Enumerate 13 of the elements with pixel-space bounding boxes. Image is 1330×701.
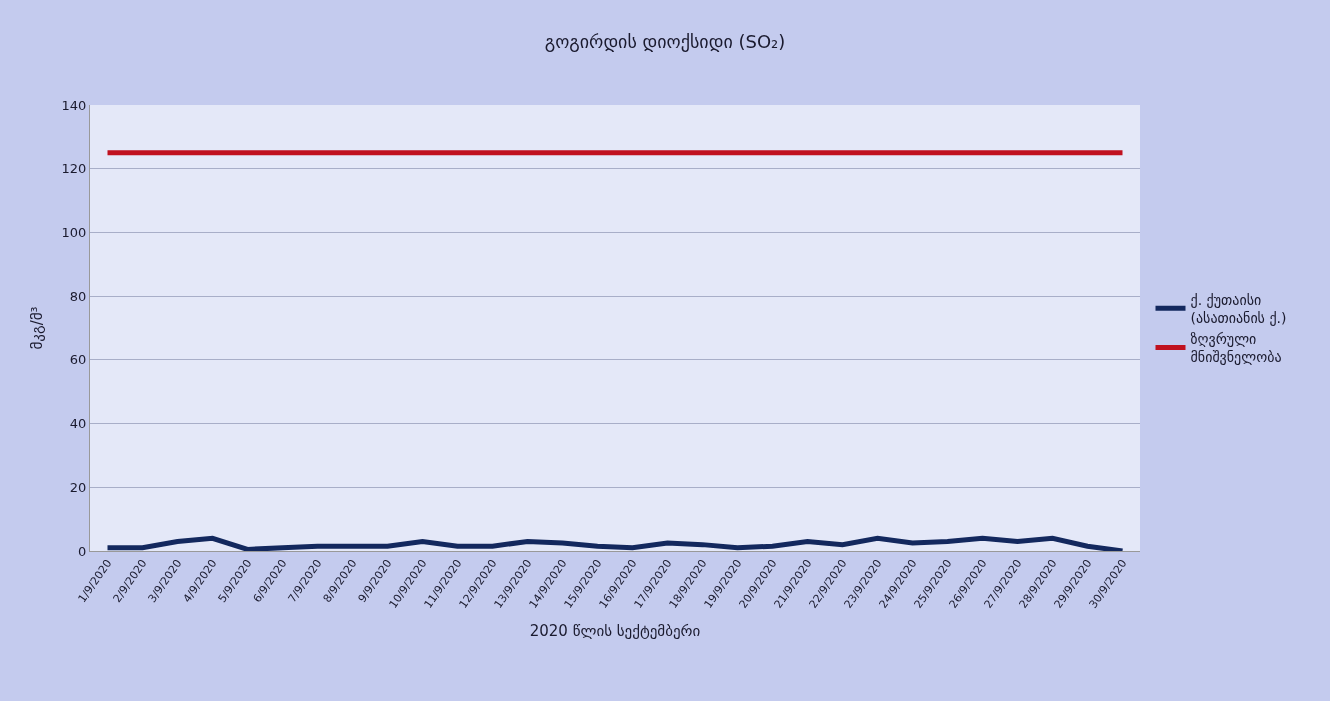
y-tick-label: 20 (69, 479, 87, 495)
y-tick-label: 140 (61, 97, 87, 113)
x-axis-title: 2020 წლის სექტემბერი (529, 621, 701, 640)
y-tick-label: 0 (78, 543, 87, 559)
y-tick-label: 120 (61, 161, 87, 177)
legend-label: ქ. ქუთაისი (ასათიანის ქ.) (1190, 291, 1287, 326)
chart-title: გოგირდის დიოქსიდი (SO₂) (544, 30, 786, 52)
legend-label: ზღვრული მნიშვნელობა (1190, 330, 1282, 366)
y-tick-label: 80 (69, 288, 87, 304)
y-tick-label: 100 (61, 224, 87, 240)
y-tick-label: 40 (69, 416, 87, 432)
y-tick-label: 60 (69, 352, 87, 368)
y-axis-title: მკგ/მ³ (27, 306, 46, 350)
